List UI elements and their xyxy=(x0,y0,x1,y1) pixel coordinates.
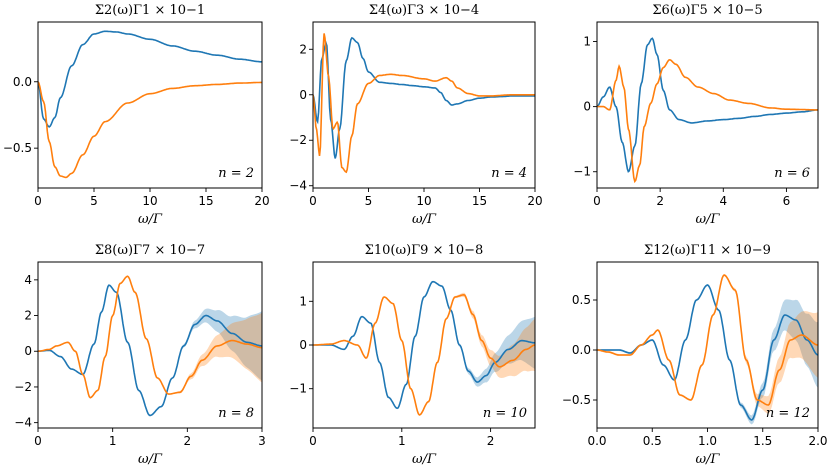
x-tick-label: 1.5 xyxy=(753,434,772,448)
x-axis-label: ω/Γ xyxy=(138,212,163,227)
x-axis-label: ω/Γ xyxy=(412,212,437,227)
order-annotation: n = 4 xyxy=(491,166,527,181)
y-tick-label: 0 xyxy=(24,344,32,358)
series-line-2 xyxy=(597,58,818,184)
order-annotation: n = 6 xyxy=(774,166,810,181)
x-tick-label: 1.0 xyxy=(698,434,717,448)
y-tick-label: −0.5 xyxy=(3,141,32,155)
x-tick-label: 2 xyxy=(656,194,664,208)
y-tick-label: −2 xyxy=(289,133,307,147)
y-tick-label: −4 xyxy=(14,416,32,430)
x-tick-label: 10 xyxy=(416,194,431,208)
x-tick-label: 15 xyxy=(472,194,487,208)
chart-title: Σ10(ω)Γ9 × 10−8 xyxy=(365,243,484,258)
y-tick-label: 0 xyxy=(299,338,307,352)
x-tick-label: 4 xyxy=(719,194,727,208)
x-tick-label: 5 xyxy=(90,194,98,208)
x-tick-label: 0 xyxy=(309,194,317,208)
plot-area xyxy=(313,33,535,174)
plot-area xyxy=(597,273,818,425)
y-tick-label: 0 xyxy=(583,100,591,114)
series-line-1 xyxy=(597,37,818,173)
plot-area xyxy=(38,275,262,417)
axes-frame xyxy=(37,261,263,429)
y-tick-label: 1 xyxy=(583,35,591,49)
chart-title: Σ8(ω)Γ7 × 10−7 xyxy=(95,243,205,258)
y-tick-label: 4 xyxy=(24,273,32,287)
x-axis-label: ω/Γ xyxy=(412,452,437,467)
x-tick-label: 20 xyxy=(527,194,542,208)
x-tick-label: 15 xyxy=(198,194,213,208)
x-tick-label: 0.0 xyxy=(587,434,606,448)
x-tick-label: 5 xyxy=(365,194,373,208)
axes-frame xyxy=(596,21,819,189)
axes-frame xyxy=(37,21,263,189)
chart-title: Σ2(ω)Γ1 × 10−1 xyxy=(95,3,205,18)
subplot-3: 0 2 4 6 −1 0 1 Σ6(ω)Γ5 × 10−5 ω/Γ n = 6 xyxy=(573,3,819,227)
x-axis-label: ω/Γ xyxy=(138,452,163,467)
order-annotation: n = 8 xyxy=(218,406,254,421)
y-tick-label: 2 xyxy=(24,309,32,323)
order-annotation: n = 2 xyxy=(218,166,254,181)
y-tick-label: 0.0 xyxy=(572,343,591,357)
x-tick-label: 6 xyxy=(783,194,791,208)
plot-area xyxy=(313,280,535,416)
chart-title: Σ12(ω)Γ11 × 10−9 xyxy=(644,243,771,258)
y-tick-label: 0.5 xyxy=(572,293,591,307)
plot-area xyxy=(597,37,818,184)
x-tick-label: 0 xyxy=(593,194,601,208)
x-tick-label: 1 xyxy=(109,434,117,448)
x-tick-label: 0 xyxy=(34,434,42,448)
order-annotation: n = 10 xyxy=(483,406,527,421)
subplot-5: 0 1 2 −1 0 1 Σ10(ω)Γ9 × 10−8 ω/Γ n = 10 xyxy=(289,243,536,467)
y-tick-label: 0 xyxy=(299,88,307,102)
series-line-1 xyxy=(313,36,535,159)
series-line-1 xyxy=(313,280,535,410)
series-line-2 xyxy=(597,274,818,406)
x-axis-label: ω/Γ xyxy=(695,212,720,227)
x-tick-label: 1 xyxy=(398,434,406,448)
subplot-6: 0.0 0.5 1.0 1.5 2.0 −0.5 0.0 0.5 Σ12(ω)Γ11 × 10−… xyxy=(562,243,828,467)
x-axis-label: ω/Γ xyxy=(695,452,720,467)
subplot-4: 0 1 2 3 −4 −2 0 2 4 Σ8(ω)Γ7 × 10−7 ω/Γ n = 8 xyxy=(14,243,266,467)
series-line-1 xyxy=(38,30,262,128)
y-tick-label: −1 xyxy=(573,165,591,179)
chart-title: Σ6(ω)Γ5 × 10−5 xyxy=(652,3,762,18)
y-tick-label: −0.5 xyxy=(562,393,591,407)
subplot-1: 0 5 10 15 20 −0.5 0.0 Σ2(ω)Γ1 × 10−1 ω/Γ n = 2 xyxy=(3,3,270,227)
series-line-2 xyxy=(313,33,535,174)
x-tick-label: 0.5 xyxy=(643,434,662,448)
series-line-1 xyxy=(597,284,818,421)
y-tick-label: −4 xyxy=(289,179,307,193)
order-annotation: n = 12 xyxy=(766,406,810,421)
x-tick-label: 20 xyxy=(254,194,269,208)
y-tick-label: 0.0 xyxy=(13,75,32,89)
series-line-2 xyxy=(38,81,262,179)
uncertainty-band-2 xyxy=(313,292,535,415)
axes-frame xyxy=(312,21,536,189)
x-tick-label: 3 xyxy=(258,434,266,448)
uncertainty-band-1 xyxy=(38,285,262,416)
chart-title: Σ4(ω)Γ3 × 10−4 xyxy=(369,3,479,18)
x-tick-label: 2 xyxy=(487,434,495,448)
y-tick-label: 2 xyxy=(299,42,307,56)
uncertainty-band-1 xyxy=(313,281,535,408)
uncertainty-band-2 xyxy=(38,276,262,398)
y-tick-label: 1 xyxy=(299,294,307,308)
x-tick-label: 10 xyxy=(142,194,157,208)
x-tick-label: 0 xyxy=(309,434,317,448)
x-tick-label: 2 xyxy=(184,434,192,448)
y-tick-label: −1 xyxy=(289,382,307,396)
y-tick-label: −2 xyxy=(14,380,32,394)
series-line-2 xyxy=(38,275,262,399)
series-line-2 xyxy=(313,293,535,416)
x-tick-label: 0 xyxy=(34,194,42,208)
subplot-2: 0 5 10 15 20 −4 −2 0 2 Σ4(ω)Γ3 × 10−4 ω/Γ n = 4 xyxy=(289,3,542,227)
plot-area xyxy=(38,30,262,179)
series-line-1 xyxy=(38,284,262,417)
x-tick-label: 2.0 xyxy=(808,434,827,448)
